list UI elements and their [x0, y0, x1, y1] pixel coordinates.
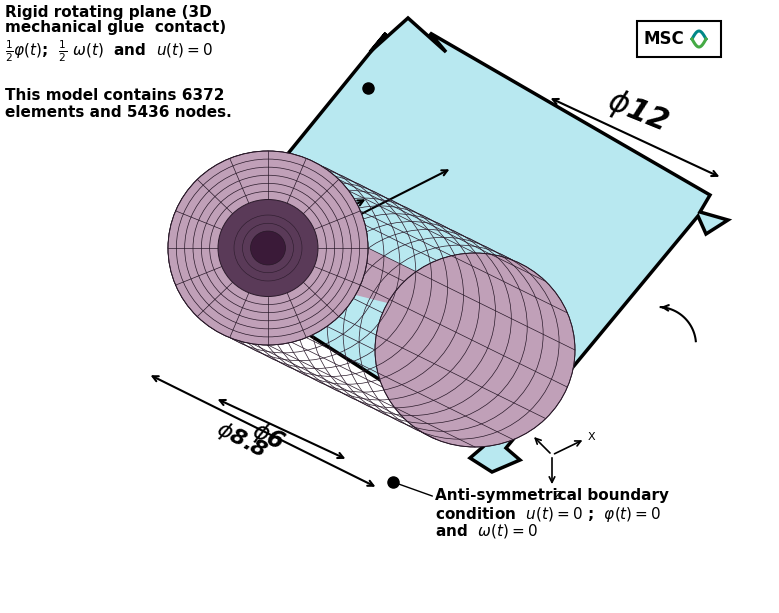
Text: mechanical glue  contact): mechanical glue contact)	[5, 20, 226, 35]
Text: Z: Z	[554, 491, 562, 501]
FancyBboxPatch shape	[637, 21, 721, 57]
Polygon shape	[168, 151, 575, 447]
Text: $\frac{1}{2}\varphi(t)$;  $\frac{1}{2}$ $\omega(t)$  and  $u(t) = 0$: $\frac{1}{2}\varphi(t)$; $\frac{1}{2}$ $…	[5, 38, 213, 64]
Text: $\phi$6: $\phi$6	[247, 416, 289, 456]
Ellipse shape	[218, 199, 318, 297]
Ellipse shape	[168, 151, 368, 345]
Text: and  $\omega(t) = 0$: and $\omega(t) = 0$	[435, 522, 538, 540]
Text: This model contains 6372: This model contains 6372	[5, 88, 224, 103]
Ellipse shape	[375, 253, 575, 447]
Ellipse shape	[251, 231, 285, 265]
Text: condition  $u(t) = 0$ ;  $\varphi(t) = 0$: condition $u(t) = 0$ ; $\varphi(t) = 0$	[435, 505, 661, 524]
Text: Rigid rotating plane (3D: Rigid rotating plane (3D	[5, 5, 212, 20]
Text: 10: 10	[268, 172, 328, 224]
Text: 1.6: 1.6	[286, 194, 330, 229]
Text: Y: Y	[521, 426, 528, 436]
Text: Anti-symmetrical boundary: Anti-symmetrical boundary	[435, 488, 669, 503]
Text: elements and 5436 nodes.: elements and 5436 nodes.	[5, 105, 231, 120]
Text: MSC: MSC	[644, 30, 685, 48]
Polygon shape	[182, 18, 728, 472]
Text: X: X	[588, 432, 596, 442]
Text: $\phi$12: $\phi$12	[602, 84, 674, 140]
Text: $\phi$8.8: $\phi$8.8	[213, 417, 272, 463]
